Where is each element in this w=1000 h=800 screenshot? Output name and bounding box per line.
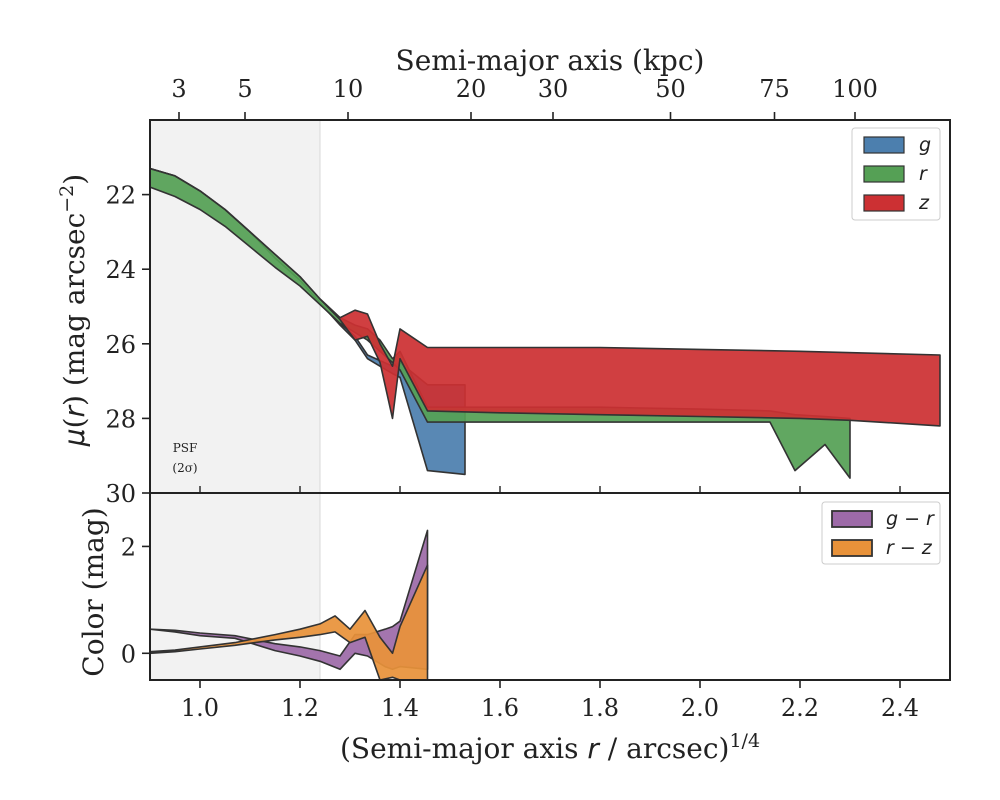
legend-swatch-g bbox=[863, 136, 905, 154]
x-tick-label: 2.0 bbox=[681, 694, 719, 722]
top-axis-label: Semi-major axis (kpc) bbox=[396, 44, 705, 77]
top-tick-label: 10 bbox=[333, 75, 364, 103]
x-tick-label: 1.8 bbox=[581, 694, 619, 722]
color-y-tick-label: 0 bbox=[121, 640, 136, 668]
x-tick-label: 1.6 bbox=[481, 694, 519, 722]
color-y-tick-label: 2 bbox=[121, 533, 136, 561]
top-tick-label: 100 bbox=[832, 75, 878, 103]
legend-label-g: g bbox=[919, 134, 931, 156]
sb-legend: grz bbox=[851, 127, 941, 221]
color-band-r-minus-z bbox=[150, 564, 429, 680]
sb-y-axis-label: μ(r) (mag arcsec−2) bbox=[56, 174, 91, 447]
color-legend: g − r r − z bbox=[821, 501, 941, 565]
top-tick-label: 3 bbox=[171, 75, 186, 103]
legend-label-g-minus-r: g − r bbox=[886, 508, 935, 530]
sb-y-axis: 22 24 26 28 30 bbox=[105, 182, 150, 508]
x-tick-label: 1.4 bbox=[381, 694, 419, 722]
color-y-axis: 02 bbox=[121, 533, 150, 668]
legend-swatch-g-minus-r bbox=[831, 510, 873, 528]
x-tick-label: 1.0 bbox=[181, 694, 219, 722]
top-kpc-axis: 3 5 10 20 30 50 75 100 bbox=[171, 75, 878, 120]
x-tick-label: 2.2 bbox=[781, 694, 819, 722]
legend-swatch-r-minus-z bbox=[831, 539, 873, 557]
color-series-layer bbox=[150, 529, 429, 680]
legend-label-r-minus-z: r − z bbox=[886, 537, 933, 559]
legend-swatch-z bbox=[863, 194, 905, 212]
top-tick-label: 30 bbox=[538, 75, 569, 103]
color-axes-frame bbox=[149, 492, 951, 681]
sb-y-tick-label: 30 bbox=[105, 480, 136, 508]
sb-y-tick-label: 28 bbox=[105, 405, 136, 433]
x-axis-label: (Semi-major axis r / arcsec)1/4 bbox=[340, 730, 760, 765]
psf-annotation-line2: (2σ) bbox=[172, 461, 197, 475]
top-tick-label: 50 bbox=[655, 75, 686, 103]
sb-band-z bbox=[150, 167, 941, 427]
color-y-axis-label: Color (mag) bbox=[77, 507, 110, 676]
top-tick-label: 5 bbox=[237, 75, 252, 103]
sb-series-layer bbox=[150, 167, 941, 479]
top-tick-label: 75 bbox=[759, 75, 790, 103]
legend-swatch-r bbox=[863, 165, 905, 183]
legend-label-z: z bbox=[918, 192, 930, 214]
sb-y-tick-label: 22 bbox=[105, 182, 136, 210]
x-tick-label: 2.4 bbox=[881, 694, 919, 722]
x-axis: 1.0 1.2 1.4 1.6 1.8 2.0 2.2 2.4 bbox=[181, 486, 919, 722]
top-tick-label: 20 bbox=[456, 75, 487, 103]
sb-y-tick-label: 26 bbox=[105, 331, 136, 359]
sb-y-tick-label: 24 bbox=[105, 256, 136, 284]
psf-annotation-line1: PSF bbox=[173, 441, 198, 455]
x-tick-label: 1.2 bbox=[281, 694, 319, 722]
legend-label-r: r bbox=[919, 163, 928, 185]
